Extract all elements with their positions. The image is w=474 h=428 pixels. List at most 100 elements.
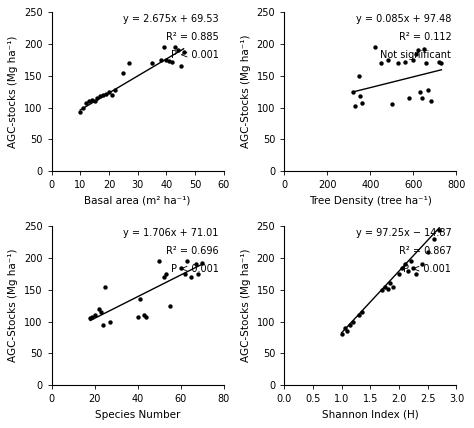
Point <box>82 99 90 106</box>
Point <box>143 313 150 320</box>
Text: P < 0.001: P < 0.001 <box>171 265 219 274</box>
Point <box>79 104 87 111</box>
Point <box>398 264 406 271</box>
Point <box>341 324 348 331</box>
Point <box>394 60 402 67</box>
Y-axis label: AGC-stocks (Mg ha⁻¹): AGC-stocks (Mg ha⁻¹) <box>9 36 18 148</box>
Point <box>414 47 421 54</box>
Point <box>425 86 432 93</box>
Point <box>420 46 428 53</box>
Point <box>388 101 396 108</box>
Point <box>384 56 392 63</box>
Point <box>183 258 191 265</box>
Point <box>181 270 189 277</box>
Point <box>97 93 104 100</box>
Point <box>87 315 94 322</box>
Point <box>436 59 443 65</box>
Point <box>338 331 346 338</box>
Point <box>346 321 354 328</box>
X-axis label: Species Number: Species Number <box>95 410 180 420</box>
Point <box>174 47 182 54</box>
Point <box>165 58 173 65</box>
Point <box>89 314 96 321</box>
Point <box>108 92 116 98</box>
Point <box>76 109 84 116</box>
Point <box>405 95 413 101</box>
Point <box>412 270 420 277</box>
Point <box>162 270 169 277</box>
Point <box>349 318 357 325</box>
Point <box>100 321 107 328</box>
Text: R² = 0.867: R² = 0.867 <box>399 246 451 256</box>
Point <box>105 88 113 95</box>
Point <box>352 102 359 109</box>
Point <box>180 48 187 55</box>
Text: R² = 0.112: R² = 0.112 <box>399 32 451 42</box>
Point <box>168 59 176 65</box>
Point <box>136 296 144 303</box>
Point <box>102 90 110 97</box>
Point <box>100 92 107 98</box>
Point <box>140 312 148 319</box>
Point <box>387 280 394 287</box>
Point <box>85 98 92 105</box>
Point <box>418 95 426 101</box>
Point <box>381 283 389 290</box>
Point <box>410 264 417 271</box>
Text: y = 0.085x + 97.48: y = 0.085x + 97.48 <box>356 14 451 24</box>
Point <box>188 274 195 281</box>
Point <box>111 87 118 94</box>
Point <box>160 274 167 281</box>
X-axis label: Shannon Index (H): Shannon Index (H) <box>322 410 419 420</box>
Text: y = 97.25x − 14.87: y = 97.25x − 14.87 <box>356 228 451 238</box>
Point <box>371 44 378 51</box>
Point <box>355 312 363 319</box>
Point <box>88 97 96 104</box>
Text: y = 1.706x + 71.01: y = 1.706x + 71.01 <box>123 228 219 238</box>
Point <box>395 270 403 277</box>
Point <box>358 309 365 315</box>
Text: R² = 0.885: R² = 0.885 <box>166 32 219 42</box>
Point <box>134 313 141 320</box>
Point <box>377 60 385 67</box>
Point <box>171 44 179 51</box>
Point <box>344 328 351 335</box>
Point <box>416 88 424 95</box>
Point <box>358 99 365 106</box>
Point <box>177 63 184 70</box>
Point <box>101 283 109 290</box>
Point <box>427 98 435 105</box>
Point <box>390 283 397 290</box>
Point <box>418 261 426 268</box>
Point <box>355 72 362 79</box>
Y-axis label: AGC-Stocks (Mg ha⁻¹): AGC-Stocks (Mg ha⁻¹) <box>9 249 18 363</box>
Point <box>384 285 392 292</box>
Point <box>163 56 170 63</box>
Point <box>404 268 411 274</box>
Y-axis label: AGC-Stocks (Mg ha⁻¹): AGC-Stocks (Mg ha⁻¹) <box>241 249 251 363</box>
Point <box>160 44 167 51</box>
X-axis label: Tree Density (tree ha⁻¹): Tree Density (tree ha⁻¹) <box>309 196 432 206</box>
Point <box>378 286 386 293</box>
Point <box>199 260 206 267</box>
Point <box>91 98 99 105</box>
Point <box>119 69 127 76</box>
Point <box>177 264 184 271</box>
Point <box>192 261 200 268</box>
Point <box>349 88 357 95</box>
Point <box>155 258 163 265</box>
Point <box>97 309 105 315</box>
Point <box>148 60 156 67</box>
Point <box>401 59 409 65</box>
Point <box>401 261 409 268</box>
Point <box>157 56 164 63</box>
Point <box>356 93 364 100</box>
Point <box>424 248 431 255</box>
Text: P < 0.001: P < 0.001 <box>171 51 219 60</box>
Text: P < 0.001: P < 0.001 <box>403 265 451 274</box>
Text: R² = 0.696: R² = 0.696 <box>166 246 219 256</box>
Text: Not significant: Not significant <box>381 51 451 60</box>
X-axis label: Basal area (m² ha⁻¹): Basal area (m² ha⁻¹) <box>84 196 191 206</box>
Point <box>407 258 414 265</box>
Point <box>91 312 99 319</box>
